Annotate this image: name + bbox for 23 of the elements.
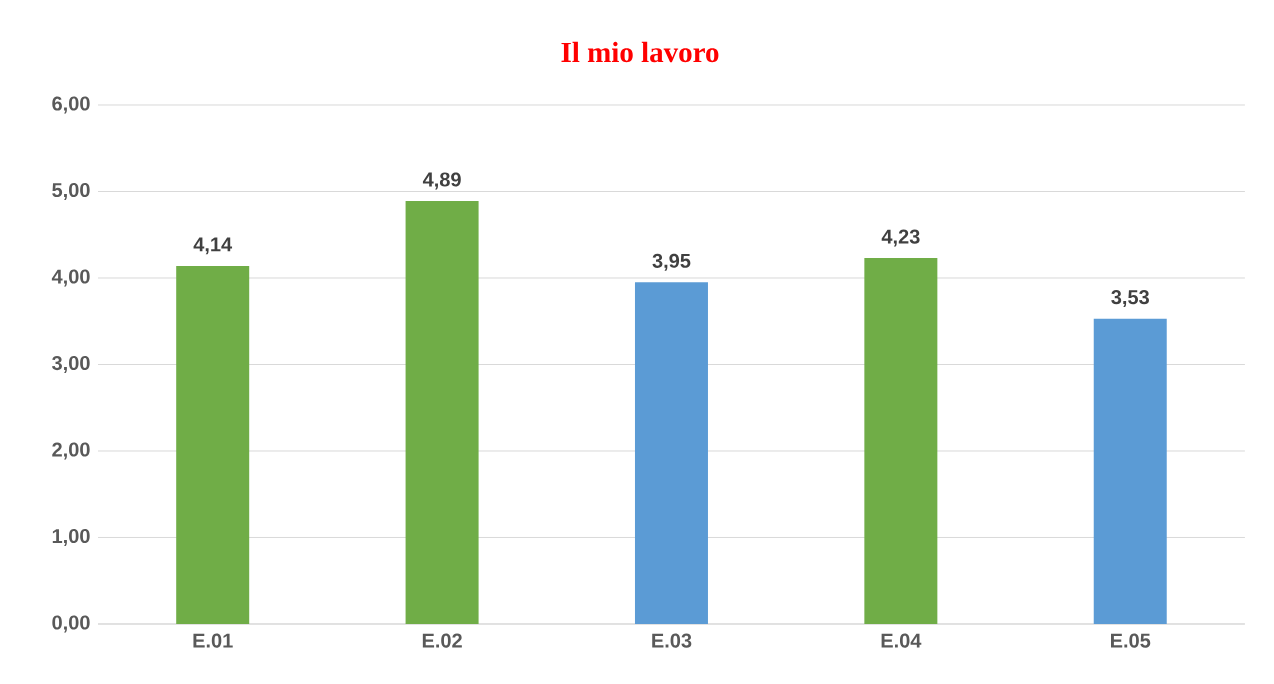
bar (1093, 318, 1167, 624)
y-tick-label: 0,00 (52, 615, 90, 633)
y-tick-label: 6,00 (52, 96, 90, 114)
y-tick-label: 2,00 (52, 442, 90, 460)
y-tick-label: 1,00 (52, 528, 90, 547)
bar (864, 258, 938, 624)
data-label: 3,53 (1111, 290, 1149, 308)
x-tick-label: E.05 (1111, 633, 1151, 648)
data-label: 4,89 (422, 172, 461, 190)
bar (634, 282, 708, 624)
bar (176, 265, 250, 624)
x-tick-label: E.04 (881, 633, 922, 648)
x-tick-label: E.02 (422, 633, 462, 648)
data-label: 3,95 (652, 253, 691, 271)
y-tick-label: 5,00 (52, 182, 90, 201)
y-tick-label: 4,00 (51, 269, 90, 287)
x-tick-label: E.01 (193, 633, 233, 648)
chart-title: Il mio lavoro (561, 41, 719, 63)
bar (405, 201, 479, 624)
data-label: 4,14 (193, 237, 233, 255)
x-tick-label: E.03 (652, 633, 692, 648)
data-label: 4,23 (881, 229, 920, 247)
y-tick-label: 3,00 (52, 355, 90, 374)
